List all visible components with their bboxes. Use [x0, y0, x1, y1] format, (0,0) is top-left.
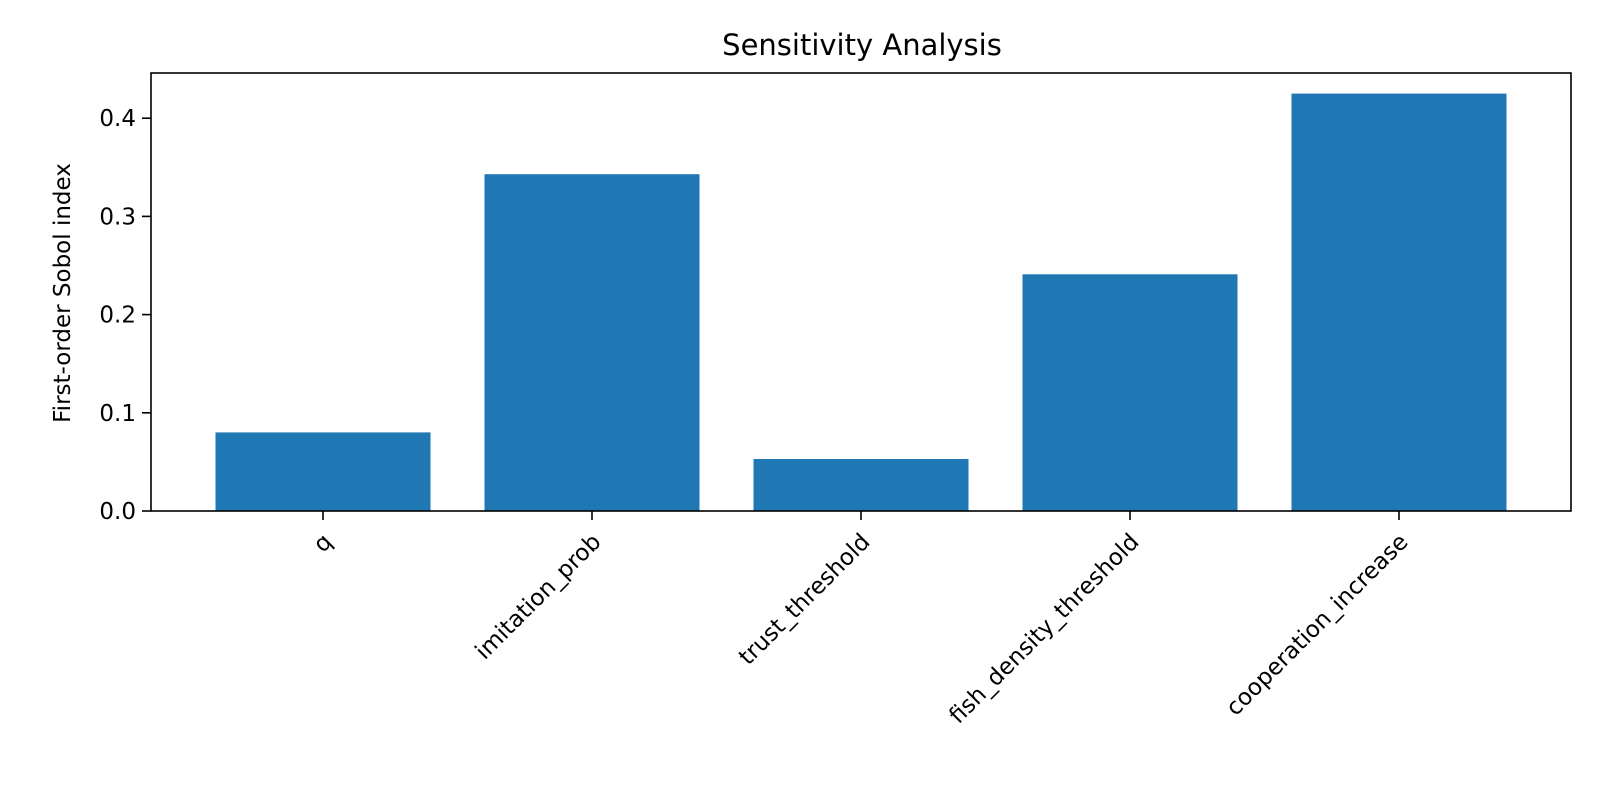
y-tick-label: 0.1: [99, 401, 136, 427]
bar-cooperation-increase: [1291, 93, 1507, 511]
y-tick-label: 0.3: [99, 204, 136, 230]
bars-group: [215, 93, 1507, 511]
y-tick-label: 0.2: [99, 303, 136, 329]
bar-trust-threshold: [753, 459, 969, 511]
bar-q: [215, 432, 431, 511]
plot-area-frame: [150, 72, 1572, 512]
x-tick-label: imitation_prob: [471, 529, 607, 665]
x-axis-ticks: q imitation_prob trust_threshold fish_densi…: [309, 511, 1413, 729]
x-tick-label: fish_density_threshold: [945, 529, 1145, 729]
x-tick-label: q: [309, 529, 338, 558]
x-tick-label: trust_threshold: [734, 529, 875, 670]
y-axis-label: First-order Sobol index: [50, 163, 76, 423]
bar-fish-density-threshold: [1022, 274, 1238, 511]
x-tick-label: cooperation_increase: [1221, 529, 1413, 721]
y-tick-label: 0.0: [99, 499, 136, 525]
chart-title: Sensitivity Analysis: [722, 28, 1002, 62]
y-axis-ticks: 0.0 0.1 0.2 0.3 0.4: [99, 106, 151, 525]
y-tick-label: 0.4: [99, 106, 136, 132]
bar-imitation-prob: [484, 174, 700, 511]
